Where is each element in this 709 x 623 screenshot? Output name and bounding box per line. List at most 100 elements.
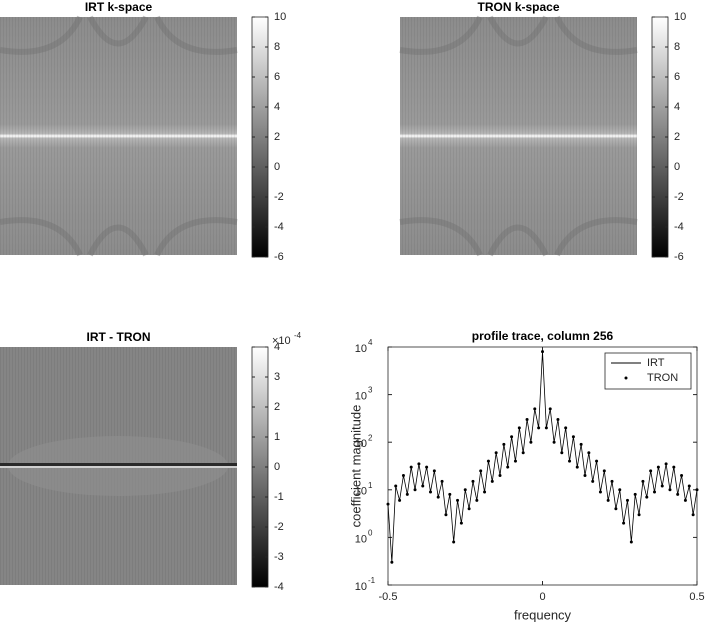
colorbar-tick-label: -2 (274, 521, 284, 533)
series-dot (583, 473, 587, 477)
series-dot (610, 479, 614, 483)
series-dot (513, 459, 517, 463)
y-tick-exponent: 0 (368, 529, 373, 538)
colorbar-tick-label: 2 (674, 131, 680, 143)
series-dot (691, 513, 695, 517)
series-dot (529, 440, 533, 444)
colorbar-tick-label: -4 (274, 221, 284, 233)
series-dot (591, 479, 595, 483)
y-axis-label: coefficient magnitude (348, 405, 363, 528)
series-dot (390, 560, 394, 564)
series-dot (587, 451, 591, 455)
series-dot (683, 498, 687, 502)
series-dot (541, 350, 544, 354)
colorbar-tick-label: -4 (674, 221, 684, 233)
series-dot (452, 540, 456, 544)
colorbar-tick-label: -4 (274, 581, 284, 593)
series-dot (463, 488, 467, 492)
series-dot (622, 521, 626, 525)
series-dot (428, 490, 432, 494)
series-dot (386, 502, 390, 506)
colorbar-tick-label: 3 (274, 371, 280, 383)
series-dot (444, 513, 448, 517)
colorbar-tick-label: -1 (274, 491, 284, 503)
series-dot (502, 442, 506, 446)
legend-box (604, 352, 692, 390)
series-dot (494, 451, 498, 455)
series-dot (533, 407, 537, 411)
series-dot (490, 479, 494, 483)
series-dot (641, 479, 645, 483)
series-dot (440, 479, 444, 483)
colorbar-tick-label: -3 (274, 551, 284, 563)
series-dot (425, 465, 429, 469)
y-tick-label: 10 (355, 343, 367, 355)
chart-title: IRT - TRON (87, 330, 151, 344)
series-dot (436, 495, 440, 499)
series-dot (479, 469, 483, 473)
x-tick-label: -0.5 (379, 591, 398, 603)
series-dot (544, 426, 548, 430)
series-dot (475, 498, 479, 502)
colorbar-tick-label: 8 (274, 41, 280, 53)
series-dot (676, 492, 680, 496)
y-tick-exponent: 2 (368, 433, 373, 442)
colorbar-tick-label: 1 (274, 431, 280, 443)
series-dot (595, 459, 599, 463)
series-dot (579, 442, 583, 446)
series-dot (575, 465, 579, 469)
series-dot (548, 407, 552, 411)
series-dot (498, 473, 502, 477)
x-tick-label: 0.5 (689, 591, 704, 603)
series-dot (413, 488, 417, 492)
series-dot (606, 498, 610, 502)
series-dot (618, 488, 622, 492)
series-dot (506, 465, 510, 469)
colorbar-tick-label: 10 (274, 11, 286, 23)
series-dot (459, 521, 463, 525)
y-tick-label: 10 (355, 581, 367, 593)
series-dot (672, 465, 676, 469)
colorbar-tick-label: 0 (274, 161, 280, 173)
series-dot (645, 495, 649, 499)
colorbar-tick-label: 0 (674, 161, 680, 173)
series-dot (537, 426, 541, 430)
colorbar-tick-label: 4 (274, 101, 280, 113)
series-dot (660, 484, 664, 488)
series-dot (417, 462, 421, 466)
series-dot (483, 490, 487, 494)
y-tick-exponent: 3 (368, 386, 373, 395)
series-dot (568, 459, 572, 463)
series-dot (625, 498, 629, 502)
series-dot (680, 473, 684, 477)
colorbar-tick-label: -2 (674, 191, 684, 203)
series-dot (521, 451, 525, 455)
colorbar-tick-label: 0 (274, 461, 280, 473)
colorbar-tick-label: 6 (274, 71, 280, 83)
colorbar-tick-label: 6 (674, 71, 680, 83)
series-dot (637, 513, 641, 517)
colorbar-tick-label: -6 (674, 251, 684, 263)
series-dot (401, 473, 405, 477)
series-dot (633, 492, 637, 496)
series-dot (456, 498, 460, 502)
legend-label: IRT (647, 357, 665, 369)
colorbar-scale: ×10 (272, 335, 291, 347)
series-dot (560, 451, 564, 455)
colorbar-scale-exponent: -4 (294, 331, 302, 340)
colorbar-tick-label: 8 (674, 41, 680, 53)
series-dot (629, 540, 633, 544)
series-dot (398, 498, 402, 502)
y-tick-label: 10 (355, 391, 367, 403)
colorbar-tick-label: 2 (274, 131, 280, 143)
series-dot (517, 426, 521, 430)
series-dot (394, 484, 398, 488)
y-tick-exponent: -1 (368, 576, 376, 585)
chart-title: TRON k-space (477, 0, 559, 14)
legend-label: TRON (647, 372, 678, 384)
series-dot (525, 417, 529, 421)
series-dot (556, 417, 560, 421)
series-dot (467, 507, 471, 511)
series-dot (656, 465, 660, 469)
series-dot (653, 490, 657, 494)
